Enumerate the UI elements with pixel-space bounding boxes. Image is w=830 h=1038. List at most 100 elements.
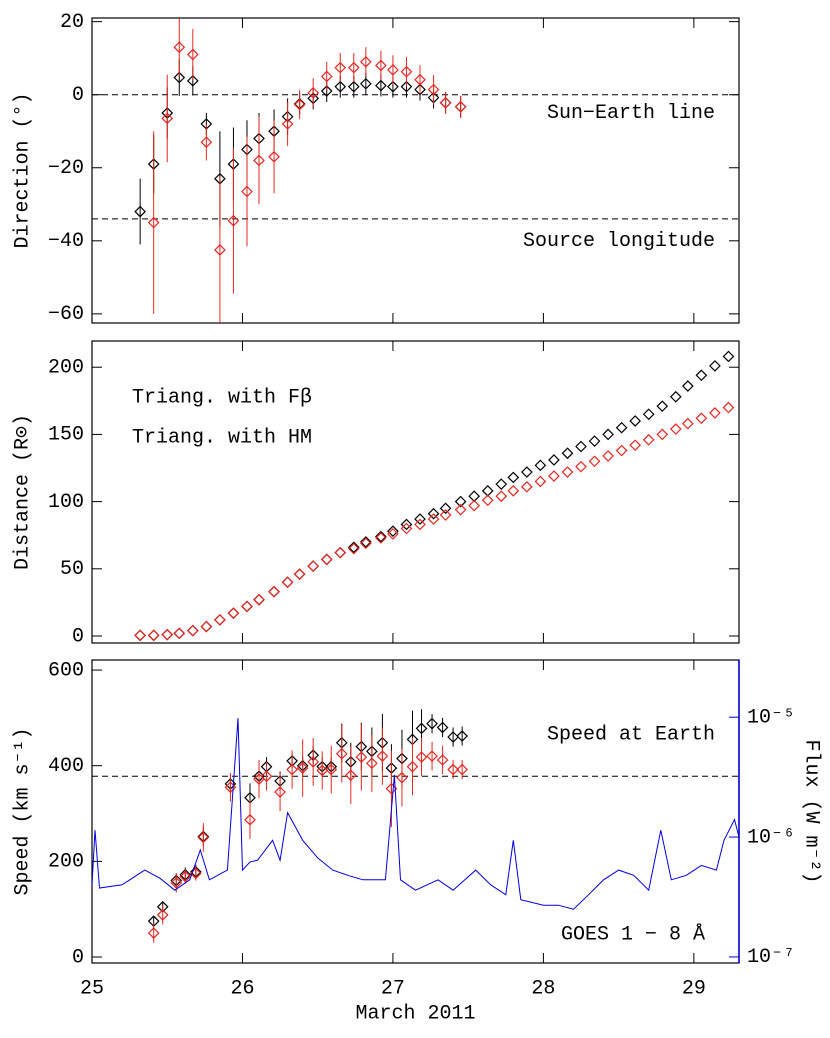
x-tick-label: 29: [682, 977, 706, 1000]
plot-area: [134, 18, 467, 323]
data-point: [253, 593, 265, 606]
data-point: [347, 541, 360, 554]
plot-area: [91, 709, 740, 943]
legend-label: GOES 1 − 8 Å: [561, 923, 705, 946]
data-point: [156, 909, 169, 921]
data-point: [268, 150, 280, 163]
data-point: [615, 444, 628, 457]
legend-label: Triang. with HM: [132, 426, 312, 449]
data-point: [227, 607, 240, 620]
data-point: [359, 536, 372, 548]
data-point: [334, 61, 347, 74]
data-point: [709, 360, 721, 372]
flux-line: [91, 718, 740, 910]
plot-frame: [91, 659, 740, 964]
data-point: [347, 542, 360, 555]
data-point: [307, 560, 320, 572]
data-point: [179, 870, 192, 883]
data-point: [548, 454, 560, 466]
data-point: [268, 585, 280, 598]
x-tick-label: 26: [230, 977, 254, 1000]
data-point: [260, 770, 273, 783]
y-axis-label: Speed (km s⁻¹): [11, 727, 34, 895]
y-tick-label: 200: [48, 356, 84, 379]
data-point: [170, 877, 183, 889]
y-tick-label: −20: [48, 157, 84, 180]
data-point: [400, 522, 413, 535]
data-point: [669, 423, 682, 435]
data-point: [415, 722, 428, 735]
data-point: [359, 537, 372, 550]
data-point: [439, 509, 452, 521]
data-point: [642, 408, 655, 421]
data-point: [366, 757, 378, 770]
data-point: [268, 585, 280, 598]
data-point: [173, 627, 186, 640]
y2-tick-label: 10⁻⁵: [747, 706, 795, 729]
data-point: [414, 513, 426, 525]
data-point: [534, 475, 547, 488]
data-point: [722, 350, 735, 363]
y-tick-label: −60: [48, 303, 84, 326]
data-point: [316, 764, 329, 777]
data-point: [548, 470, 560, 482]
data-point: [375, 530, 387, 543]
data-point: [186, 48, 199, 61]
data-point: [307, 87, 320, 99]
y-tick-label: 20: [60, 11, 84, 34]
data-point: [427, 83, 440, 96]
data-point: [426, 717, 438, 730]
data-point: [134, 629, 146, 642]
data-point: [244, 813, 256, 826]
y-axis-label: Direction (°): [11, 92, 34, 248]
reference-label: Speed at Earth: [547, 724, 715, 747]
data-point: [186, 624, 199, 637]
data-point: [387, 525, 399, 538]
data-point: [629, 439, 642, 452]
y-tick-label: 50: [60, 558, 84, 581]
data-point: [197, 831, 210, 844]
data-point: [406, 760, 419, 773]
data-point: [161, 628, 174, 641]
y2-tick-label: 10⁻⁶: [747, 826, 795, 849]
data-point: [347, 80, 360, 93]
data-point: [214, 244, 226, 256]
data-point: [495, 490, 508, 503]
data-point: [274, 786, 286, 798]
data-point: [400, 518, 413, 531]
data-point: [286, 763, 298, 776]
data-point: [436, 754, 449, 766]
data-point: [602, 450, 614, 462]
data-point: [520, 466, 533, 478]
y-axis-label: Distance (R⊙): [11, 414, 34, 570]
data-point: [520, 480, 533, 493]
data-point: [387, 64, 399, 76]
data-point: [481, 485, 494, 497]
y-tick-label: 200: [48, 851, 84, 874]
data-point: [495, 478, 508, 490]
data-point: [227, 214, 240, 227]
data-point: [414, 518, 426, 531]
data-point: [334, 80, 347, 93]
data-point: [481, 494, 494, 507]
data-point: [173, 627, 186, 640]
data-point: [681, 417, 694, 430]
x-tick-label: 28: [531, 977, 555, 1000]
data-point: [456, 763, 468, 776]
data-point: [456, 730, 468, 742]
data-point: [161, 628, 174, 641]
y-tick-label: −40: [48, 230, 84, 253]
data-point: [359, 55, 372, 68]
data-point: [427, 507, 440, 520]
data-point: [147, 927, 160, 939]
data-point: [147, 629, 160, 642]
y-tick-label: 0: [72, 946, 84, 969]
y-tick-label: 0: [72, 84, 84, 107]
data-point: [415, 751, 428, 763]
y2-tick-label: 10⁻⁷: [747, 946, 795, 969]
data-point: [575, 460, 587, 473]
data-point: [200, 620, 213, 633]
data-point: [575, 440, 587, 453]
data-point: [454, 495, 467, 508]
